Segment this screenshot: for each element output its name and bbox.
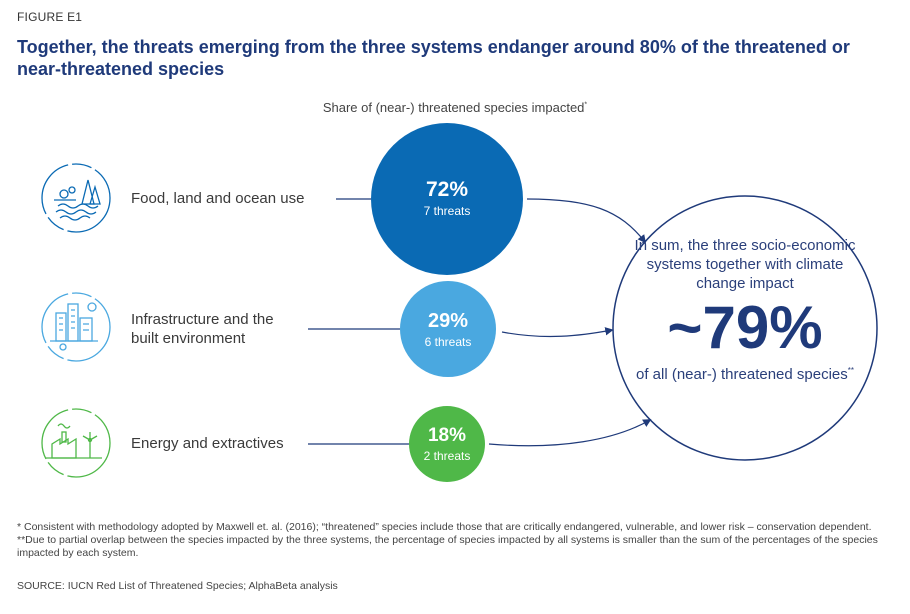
summary-value: ~79% — [667, 294, 823, 361]
bubble-infrastructure — [400, 281, 496, 377]
bubble-food — [371, 123, 523, 275]
summary-circle — [612, 195, 878, 461]
arrow-energy-to-summary — [488, 419, 652, 447]
bubble-label-infrastructure: 29% 6 threats — [400, 310, 496, 349]
bubble-food-pct: 72% — [425, 178, 469, 201]
summary-footnote-mark: ** — [847, 366, 854, 375]
bubble-energy — [409, 406, 485, 482]
summary-outro-text: of all (near-) threatened species — [635, 366, 848, 383]
chart-subtitle: Share of (near-) threatened species impa… — [0, 100, 910, 115]
row-label-infrastructure-line1: Infrastructure and the — [131, 311, 274, 328]
bubble-infra-threats: 6 threats — [424, 335, 472, 349]
bubble-energy-pct: 18% — [427, 425, 467, 446]
figure-label: FIGURE E1 — [17, 10, 83, 24]
summary-outro: of all (near-) threatened species** — [620, 361, 870, 384]
subtitle-text: Share of (near-) threatened species impa… — [322, 100, 585, 115]
figure-title: Together, the threats emerging from the … — [17, 37, 850, 79]
summary-text: In sum, the three socio-economic systems… — [620, 236, 870, 384]
city-buildings-icon — [41, 292, 111, 362]
summary-intro: In sum, the three socio-economic systems… — [634, 237, 856, 292]
food-land-ocean-icon — [41, 163, 111, 233]
footnote: * Consistent with methodology adopted by… — [17, 521, 878, 559]
arrow-food-to-summary — [526, 198, 647, 244]
row-label-infrastructure: Infrastructure and the built environment — [131, 310, 274, 348]
bubble-energy-threats: 2 threats — [423, 449, 471, 463]
bubble-food-threats: 7 threats — [423, 204, 471, 218]
energy-factory-icon — [41, 408, 111, 478]
bubble-label-food: 72% 7 threats — [371, 178, 523, 218]
row-label-infrastructure-line2: built environment — [131, 330, 246, 347]
bubble-label-energy: 18% 2 threats — [409, 425, 485, 463]
source-note: SOURCE: IUCN Red List of Threatened Spec… — [17, 580, 338, 592]
bubble-infra-pct: 29% — [427, 310, 469, 332]
subtitle-footnote-mark: * — [584, 101, 588, 109]
row-label-food: Food, land and ocean use — [131, 190, 305, 207]
row-label-energy: Energy and extractives — [131, 435, 284, 452]
arrow-infra-to-summary — [501, 327, 614, 338]
